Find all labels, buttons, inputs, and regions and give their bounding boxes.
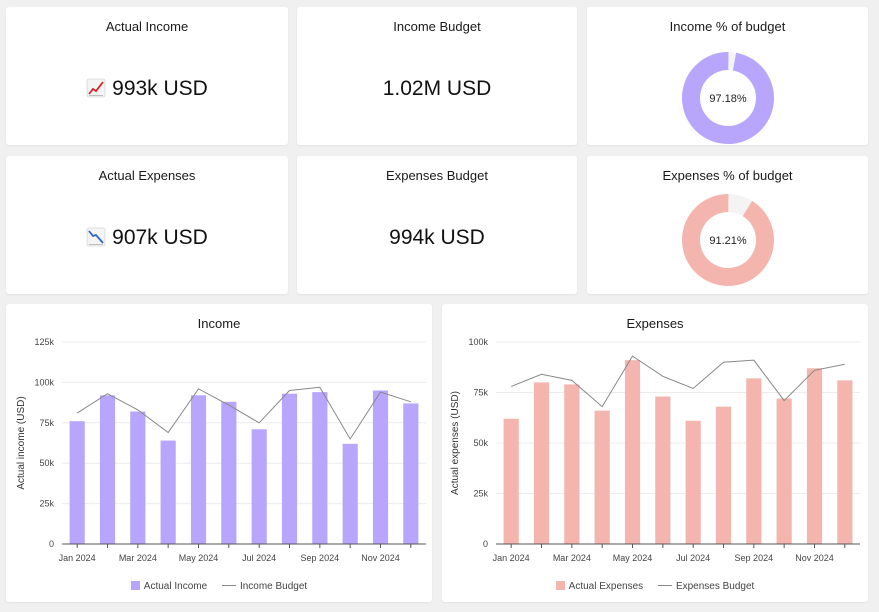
y-axis-label: Actual expenses (USD) bbox=[450, 391, 461, 495]
x-tick-label: Sep 2024 bbox=[301, 553, 340, 563]
y-axis-label: Actual income (USD) bbox=[16, 396, 27, 489]
kpi-title: Actual Income bbox=[105, 19, 189, 34]
y-tick-label: 75k bbox=[473, 388, 488, 398]
bar bbox=[160, 440, 176, 544]
bar bbox=[624, 360, 641, 544]
kpi-card-income-pct: Income % of budget 97.18% bbox=[587, 7, 868, 145]
bar bbox=[655, 396, 671, 544]
x-tick-label: Jan 2024 bbox=[59, 553, 96, 563]
kpi-value-text: 993k USD bbox=[112, 77, 208, 100]
chart-title: Expenses bbox=[626, 316, 684, 331]
bar bbox=[221, 401, 237, 544]
bar bbox=[806, 368, 823, 544]
x-tick-label: Nov 2024 bbox=[795, 553, 834, 563]
bar bbox=[342, 443, 358, 544]
legend-label: Actual Expenses bbox=[568, 580, 644, 592]
kpi-title: Income Budget bbox=[393, 19, 481, 34]
bar bbox=[715, 406, 732, 544]
bar bbox=[403, 403, 419, 544]
y-tick-label: 100k bbox=[34, 377, 54, 387]
bar bbox=[776, 398, 792, 544]
x-tick-label: May 2024 bbox=[613, 553, 653, 563]
y-tick-label: 50k bbox=[39, 458, 54, 468]
kpi-card-actual-expenses: Actual Expenses 907k USD bbox=[6, 156, 288, 294]
bar bbox=[685, 420, 701, 544]
expenses-chart-card: Expenses 0 25k 50k 75k 100k Actual expenses (… bbox=[442, 304, 868, 602]
legend-item-bar: Actual Income bbox=[130, 580, 208, 592]
x-tick-label: Sep 2024 bbox=[735, 553, 774, 563]
kpi-value: 907k USD bbox=[6, 226, 288, 250]
chart-decreasing-icon bbox=[86, 227, 106, 247]
x-tick-label: May 2024 bbox=[179, 553, 219, 563]
bar bbox=[372, 390, 389, 544]
y-tick-label: 0 bbox=[49, 539, 54, 549]
kpi-value: 1.02M USD bbox=[382, 77, 492, 100]
y-tick-label: 75k bbox=[39, 418, 54, 428]
kpi-title: Expenses Budget bbox=[386, 168, 488, 183]
kpi-card-expenses-budget: Expenses Budget 994k USD bbox=[297, 156, 577, 294]
bar bbox=[281, 393, 298, 544]
y-tick-label: 25k bbox=[39, 499, 54, 509]
bar bbox=[533, 382, 550, 544]
chart-title: Income bbox=[197, 316, 241, 331]
bar bbox=[837, 380, 853, 544]
y-tick-label: 125k bbox=[34, 337, 54, 347]
y-tick-label: 0 bbox=[483, 539, 488, 549]
x-tick-label: Mar 2024 bbox=[119, 553, 157, 563]
bar bbox=[69, 421, 85, 544]
x-tick-label: Mar 2024 bbox=[553, 553, 591, 563]
kpi-title: Expenses % of budget bbox=[662, 168, 793, 183]
income-pct-donut: 97.18% bbox=[682, 51, 774, 144]
expenses-chart: 0 25k 50k 75k 100k Actual expenses (USD) Jan 2… bbox=[450, 337, 860, 563]
kpi-card-expenses-pct: Expenses % of budget 91.21% bbox=[587, 156, 868, 294]
income-chart-card: Income 0 25k 50k 75k 100k 125k Actual income (… bbox=[6, 304, 432, 602]
income-chart: 0 25k 50k 75k 100k 125k Actual income (USD) Jan… bbox=[16, 337, 426, 563]
legend-label: Income Budget bbox=[239, 580, 308, 592]
budget-line bbox=[510, 355, 845, 408]
x-tick-label: Nov 2024 bbox=[361, 553, 400, 563]
legend-label: Expenses Budget bbox=[675, 580, 755, 592]
bar bbox=[564, 384, 580, 544]
bar bbox=[312, 392, 328, 544]
kpi-card-actual-income: Actual Income 993k USD bbox=[6, 7, 288, 145]
bar bbox=[99, 395, 116, 544]
bar bbox=[190, 395, 207, 544]
kpi-card-income-budget: Income Budget 1.02M USD bbox=[297, 7, 577, 145]
donut-fill bbox=[682, 194, 774, 286]
x-tick-label: Jul 2024 bbox=[676, 553, 710, 563]
y-tick-label: 100k bbox=[468, 337, 488, 347]
kpi-title: Income % of budget bbox=[669, 19, 786, 34]
kpi-title: Actual Expenses bbox=[98, 168, 196, 183]
bar bbox=[503, 418, 519, 544]
kpi-value-text: 907k USD bbox=[112, 226, 208, 249]
legend-label: Actual Income bbox=[143, 580, 208, 592]
x-tick-label: Jan 2024 bbox=[493, 553, 530, 563]
chart-increasing-icon bbox=[86, 78, 106, 98]
bar bbox=[251, 429, 267, 544]
budget-line bbox=[76, 386, 411, 440]
bar bbox=[130, 411, 146, 544]
chart-legend: Actual Expenses Expenses Budget bbox=[442, 580, 868, 592]
bar bbox=[594, 410, 610, 544]
legend-item-line: Income Budget bbox=[221, 580, 308, 592]
y-tick-label: 25k bbox=[473, 489, 488, 499]
y-tick-label: 50k bbox=[473, 438, 488, 448]
legend-item-bar: Actual Expenses bbox=[555, 580, 644, 592]
legend-item-line: Expenses Budget bbox=[657, 580, 755, 592]
x-tick-label: Jul 2024 bbox=[242, 553, 276, 563]
bar bbox=[746, 378, 762, 544]
kpi-value: 993k USD bbox=[6, 77, 288, 101]
chart-legend: Actual Income Income Budget bbox=[6, 580, 432, 592]
expenses-pct-donut: 91.21% bbox=[682, 194, 774, 286]
kpi-value: 994k USD bbox=[389, 226, 485, 249]
donut-label: 97.18% bbox=[709, 93, 747, 105]
donut-label: 91.21% bbox=[709, 235, 747, 247]
